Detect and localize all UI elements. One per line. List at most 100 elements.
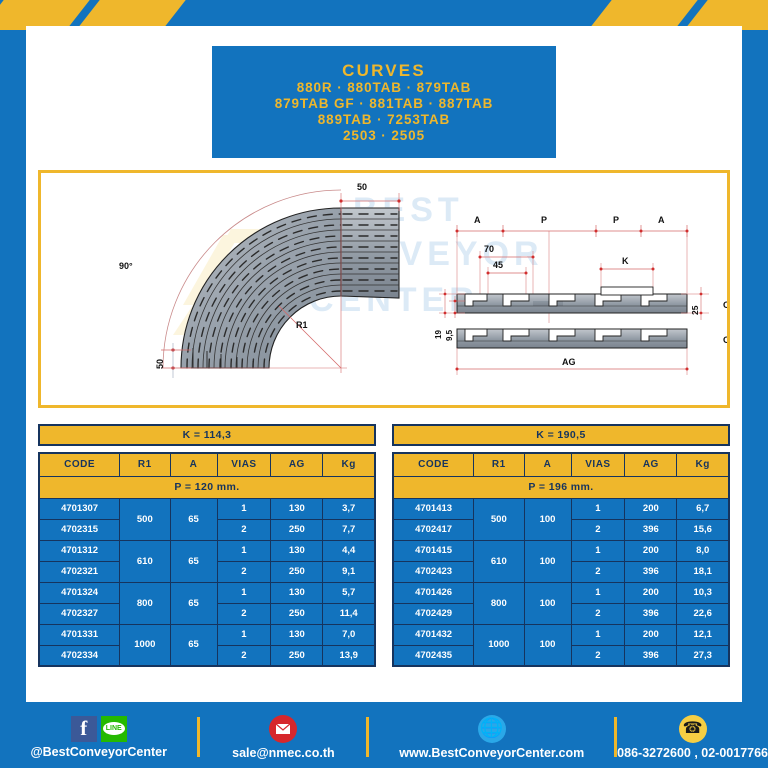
cell-kg: 4,4 bbox=[322, 539, 376, 562]
cell-code: 4701426 bbox=[392, 581, 475, 604]
angle-label: 90° bbox=[119, 261, 133, 271]
cell-ag: 396 bbox=[624, 560, 678, 583]
cell-vias: 2 bbox=[570, 644, 626, 667]
spec-table-left: K = 114,3 P = 120 mm. CODE R1 A VIAS bbox=[38, 424, 376, 667]
pitch-bar-row: P = 196 mm. bbox=[392, 475, 730, 499]
cell-r1: 800 bbox=[119, 581, 171, 625]
header-a: A bbox=[523, 452, 572, 477]
cell-kg: 8,0 bbox=[676, 539, 730, 562]
phone-icon[interactable]: ☎ bbox=[678, 714, 707, 743]
table-row: 4702423 2 396 18,1 bbox=[392, 560, 730, 583]
title-line-1: 880R · 880TAB · 879TAB bbox=[296, 79, 472, 95]
footer-divider bbox=[614, 717, 618, 757]
cell-kg: 7,0 bbox=[322, 623, 376, 646]
cell-ag: 200 bbox=[624, 497, 678, 520]
title-block: CURVES 880R · 880TAB · 879TAB 879TAB GF … bbox=[212, 46, 556, 158]
cell-kg: 10,3 bbox=[676, 581, 730, 604]
cell-kg: 9,1 bbox=[322, 560, 376, 583]
cell-r1: 800 bbox=[473, 581, 525, 625]
cell-vias: 2 bbox=[570, 518, 626, 541]
globe-icon[interactable]: 🌐 bbox=[477, 714, 506, 743]
table-row: 4702327 2 250 11,4 bbox=[38, 602, 376, 625]
table-row: 4701413 500 100 1 200 6,7 bbox=[392, 497, 730, 541]
table-row: 4702321 2 250 9,1 bbox=[38, 560, 376, 583]
cell-vias: 2 bbox=[216, 518, 272, 541]
cell-ag: 250 bbox=[270, 644, 324, 667]
table-row: 4702334 2 250 13,9 bbox=[38, 644, 376, 667]
radius-label: R1 bbox=[296, 320, 308, 330]
cell-ag: 250 bbox=[270, 518, 324, 541]
envelope-glyph bbox=[275, 722, 292, 735]
footer-phone[interactable]: ☎ 086-3272600 , 02-0017766 bbox=[617, 714, 768, 760]
footer-social[interactable]: f LINE @BestConveyorCenter bbox=[0, 715, 197, 759]
content-card: CURVES 880R · 880TAB · 879TAB 879TAB GF … bbox=[26, 26, 742, 702]
cell-ag: 250 bbox=[270, 602, 324, 625]
cell-code: 4701415 bbox=[392, 539, 475, 562]
header-r1: R1 bbox=[119, 452, 171, 477]
footer-divider bbox=[197, 717, 201, 757]
dim-k: K bbox=[622, 256, 629, 266]
cell-vias: 1 bbox=[216, 497, 272, 520]
header-code: CODE bbox=[392, 452, 475, 477]
table-row: 4702435 2 396 27,3 bbox=[392, 644, 730, 667]
cell-vias: 2 bbox=[570, 560, 626, 583]
footer-divider bbox=[366, 717, 370, 757]
table-row: 4701307 500 65 1 130 3,7 bbox=[38, 497, 376, 541]
cell-r1: 1000 bbox=[473, 623, 525, 667]
footer-contact-bar: f LINE @BestConveyorCenter sale@nmec.co.… bbox=[0, 706, 768, 768]
k-value-bar: K = 190,5 bbox=[392, 424, 730, 446]
cell-vias: 1 bbox=[570, 497, 626, 520]
cell-kg: 15,6 bbox=[676, 518, 730, 541]
cell-a: 65 bbox=[169, 497, 218, 541]
dim-45: 45 bbox=[493, 260, 503, 270]
table-row: 4701432 1000 100 1 200 12,1 bbox=[392, 623, 730, 667]
social-handle: @BestConveyorCenter bbox=[30, 744, 167, 759]
table-header-row: CODE R1 A VIAS AG Kg bbox=[38, 452, 376, 477]
dim-95: 9,5 bbox=[445, 329, 454, 341]
spec-table-right: K = 190,5 P = 196 mm. CODE R1 A VIAS bbox=[392, 424, 730, 667]
dim-p-2: P bbox=[613, 215, 619, 225]
table-row: 4701331 1000 65 1 130 7,0 bbox=[38, 623, 376, 667]
cell-ag: 130 bbox=[270, 581, 324, 604]
cell-code: 4701312 bbox=[38, 539, 121, 562]
cell-a: 100 bbox=[523, 623, 572, 667]
table-body: 4701413 500 100 1 200 6,7 4702417 2 396 15,6 47014… bbox=[392, 497, 730, 667]
facebook-icon[interactable]: f bbox=[70, 715, 97, 742]
line-icon-label: LINE bbox=[102, 722, 125, 735]
cell-ag: 396 bbox=[624, 518, 678, 541]
cell-r1: 500 bbox=[473, 497, 525, 541]
cell-vias: 1 bbox=[216, 539, 272, 562]
table-row: 4702417 2 396 15,6 bbox=[392, 518, 730, 541]
cell-code: 4701331 bbox=[38, 623, 121, 646]
cell-kg: 7,7 bbox=[322, 518, 376, 541]
cell-a: 100 bbox=[523, 497, 572, 541]
cell-code: 4701413 bbox=[392, 497, 475, 520]
envelope-icon[interactable] bbox=[269, 714, 298, 743]
cell-code: 4702429 bbox=[392, 602, 475, 625]
cell-vias: 1 bbox=[570, 623, 626, 646]
data-table: P = 196 mm. CODE R1 A VIAS AG Kg 4 bbox=[392, 452, 730, 667]
dim-ag: AG bbox=[562, 357, 576, 367]
page-title: CURVES bbox=[342, 60, 426, 80]
footer-website[interactable]: 🌐 www.BestConveyorCenter.com bbox=[369, 714, 614, 760]
dim-a-right: A bbox=[658, 215, 665, 225]
dim-p-1: P bbox=[541, 215, 547, 225]
cell-vias: 1 bbox=[216, 623, 272, 646]
cell-kg: 11,4 bbox=[322, 602, 376, 625]
cell-ag: 130 bbox=[270, 539, 324, 562]
cell-a: 65 bbox=[169, 623, 218, 667]
table-header-row: CODE R1 A VIAS AG Kg bbox=[392, 452, 730, 477]
cell-a: 65 bbox=[169, 581, 218, 625]
phone-number: 086-3272600 , 02-0017766 bbox=[617, 745, 768, 760]
cell-ag: 396 bbox=[624, 602, 678, 625]
table-row: 4701426 800 100 1 200 10,3 bbox=[392, 581, 730, 625]
footer-email[interactable]: sale@nmec.co.th bbox=[200, 714, 366, 760]
cell-vias: 1 bbox=[570, 539, 626, 562]
cell-code: 4702423 bbox=[392, 560, 475, 583]
line-icon[interactable]: LINE bbox=[100, 715, 127, 742]
cell-code: 4702327 bbox=[38, 602, 121, 625]
header-code: CODE bbox=[38, 452, 121, 477]
cell-vias: 1 bbox=[216, 581, 272, 604]
pitch-label: P = 196 mm. bbox=[392, 475, 730, 499]
